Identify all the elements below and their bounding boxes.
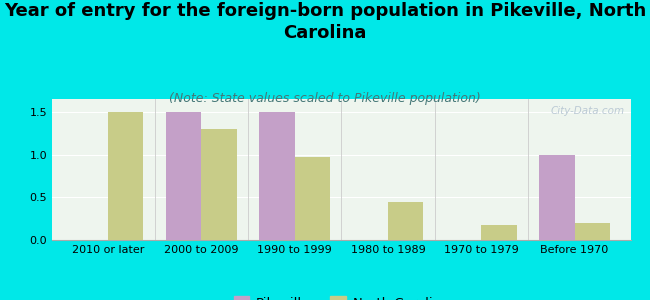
Legend: Pikeville, North Carolina: Pikeville, North Carolina: [228, 290, 454, 300]
Bar: [202, 129, 237, 240]
Text: Year of entry for the foreign-born population in Pikeville, North
Carolina: Year of entry for the foreign-born popul…: [4, 2, 646, 42]
Bar: [539, 154, 575, 240]
Text: City-Data.com: City-Data.com: [551, 106, 625, 116]
Bar: [259, 112, 294, 240]
Bar: [575, 223, 610, 240]
Text: (Note: State values scaled to Pikeville population): (Note: State values scaled to Pikeville …: [169, 92, 481, 104]
Bar: [388, 202, 423, 240]
Bar: [294, 157, 330, 240]
Bar: [108, 112, 144, 240]
Bar: [166, 112, 202, 240]
Bar: [481, 225, 517, 240]
